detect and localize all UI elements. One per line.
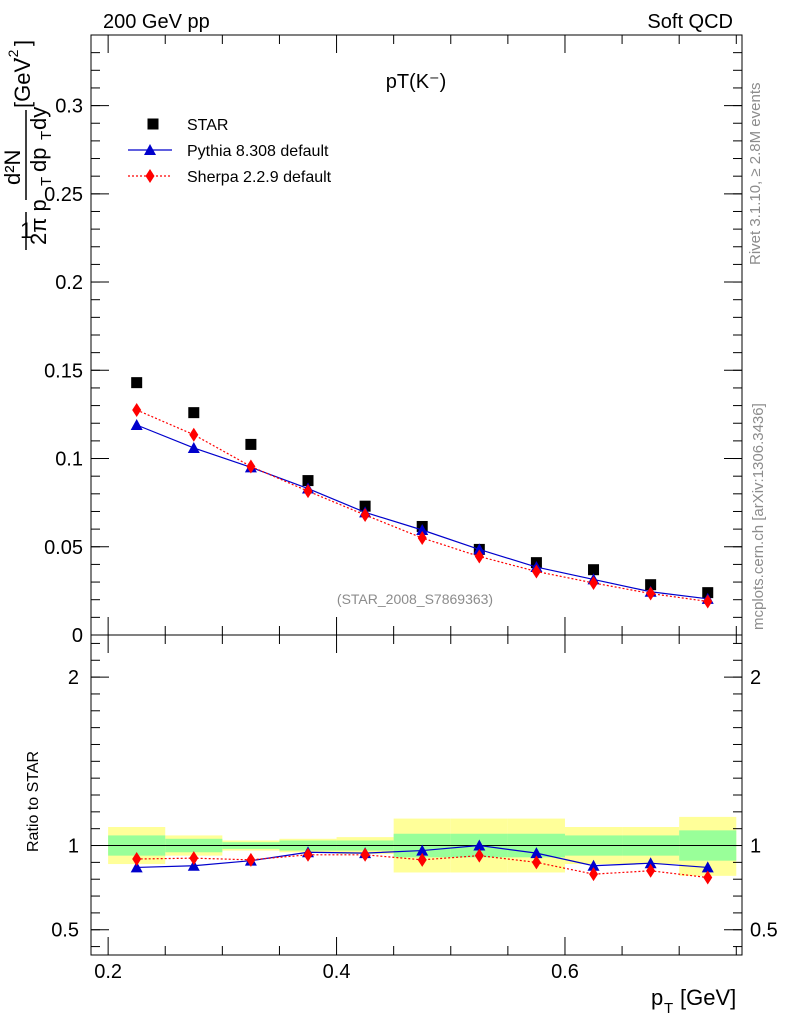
main-data-point — [187, 441, 200, 453]
rivet-side-label: Rivet 3.1.10, ≥ 2.8M events — [747, 83, 764, 266]
ratio-data-point — [587, 859, 600, 871]
ratio-data-point — [416, 844, 429, 856]
ratio-data-point — [530, 847, 543, 859]
main-data-point — [188, 407, 200, 419]
main-data-point — [303, 484, 313, 499]
main-data-point — [130, 419, 143, 430]
ratio-ytick-label: 2 — [68, 667, 79, 689]
main-ytick-label: 0.15 — [44, 360, 83, 382]
legend: STAR Pythia 8.308 default Sherpa 2.2.9 def… — [128, 117, 332, 186]
ratio-data-point — [644, 857, 657, 869]
main-data-point — [302, 475, 314, 487]
main-series-line-2 — [136, 409, 708, 603]
ylabel-denominator-sub: T — [38, 131, 55, 140]
analysis-watermark: (STAR_2008_S7869363) — [337, 591, 493, 607]
main-data-point — [703, 594, 713, 609]
ratio-data-point — [187, 859, 200, 871]
main-data-point — [645, 579, 657, 591]
legend-label-2: Sherpa 2.2.9 default — [187, 169, 332, 186]
ratio-ytick-label-right: 0.5 — [750, 920, 778, 942]
xtick-label: 0.6 — [551, 961, 579, 983]
ratio-ytick-label: 1 — [68, 836, 79, 858]
main-data-point — [360, 508, 370, 522]
legend-marker-1 — [144, 144, 156, 155]
ratio-data-point — [246, 852, 256, 867]
main-data-point — [417, 530, 427, 545]
main-data-point — [359, 500, 371, 512]
ratio-ytick-label: 0.5 — [51, 920, 79, 942]
main-ytick-label: 0.05 — [44, 537, 83, 559]
main-ytick-label: 0.3 — [55, 96, 83, 118]
main-ytick-label: 0.1 — [55, 449, 83, 471]
ratio-data-point — [360, 847, 370, 862]
legend-label-1: Pythia 8.308 default — [187, 143, 329, 160]
ratio-data-point — [473, 839, 486, 851]
main-plot-panel: 0 0.05 0.1 0.15 0.2 0.25 0.3 pT(K⁻) (STAR_2008… — [44, 34, 743, 647]
main-data-point — [245, 438, 257, 450]
ylabel-unit-exp: -2 — [5, 49, 21, 62]
main-data-point — [473, 543, 486, 555]
ylabel-two-pi: 2π p — [26, 199, 51, 245]
main-data-point — [416, 524, 429, 535]
ratio-plot-panel: 0.5 0.5 1 1 2 2 0.2 0.4 0.6 Ratio to STAR p T [G… — [25, 634, 778, 1017]
ratio-data-point — [703, 870, 713, 885]
xlabel-sub: T — [664, 1000, 673, 1017]
ratio-data-point — [130, 861, 143, 873]
ratio-ytick-label-right: 1 — [750, 836, 761, 858]
ylabel-unit: [GeV — [10, 58, 35, 108]
mcplots-side-label: mcplots.cern.ch [arXiv:1306.3436] — [750, 403, 767, 630]
ylabel-numerator: d²N — [0, 150, 25, 185]
main-data-point — [531, 564, 541, 579]
main-title: pT(K⁻) — [386, 71, 447, 93]
ratio-ylabel: Ratio to STAR — [25, 751, 42, 852]
ylabel-two-pi-sub: T — [38, 177, 55, 186]
main-ytick-label: 0.25 — [44, 184, 83, 206]
main-data-point — [589, 575, 599, 590]
ratio-data-point — [701, 861, 714, 873]
header-left-label: 200 GeV pp — [103, 11, 210, 33]
main-data-point — [189, 427, 199, 442]
ylabel-unit-close: ] — [10, 40, 35, 46]
xlabel-unit: [GeV] — [680, 985, 736, 1010]
ratio-data-point — [474, 848, 484, 863]
ratio-data-point — [531, 855, 541, 870]
ylabel-denominator: dp — [26, 148, 51, 172]
xtick-label: 0.2 — [94, 961, 122, 983]
ratio-data-point — [589, 867, 599, 882]
main-data-point — [246, 459, 256, 474]
ratio-data-point — [646, 863, 656, 878]
header-right-label: Soft QCD — [647, 11, 733, 33]
main-series-line-1 — [136, 424, 708, 600]
main-data-point — [588, 564, 600, 576]
ylabel-dy: dy — [26, 107, 51, 130]
ratio-data-point — [132, 852, 142, 866]
ratio-data-point — [303, 847, 313, 862]
main-ylabel: 1 2π p T d²N dp T dy [GeV -2 ] — [0, 40, 55, 250]
ratio-data-point — [189, 851, 199, 866]
xtick-label: 0.4 — [323, 961, 351, 983]
main-data-point — [702, 587, 714, 599]
legend-marker-0 — [147, 118, 159, 130]
main-data-point — [474, 549, 484, 564]
legend-label-0: STAR — [187, 117, 228, 134]
xlabel-p: p — [651, 985, 663, 1010]
main-ytick-label: 0 — [72, 625, 83, 647]
x-axis-label: p T [GeV] — [651, 985, 736, 1017]
main-data-point — [131, 377, 143, 389]
ratio-ytick-label-right: 2 — [750, 667, 761, 689]
main-ytick-label: 0.2 — [55, 272, 83, 294]
main-data-point — [646, 586, 656, 601]
main-data-point — [132, 403, 142, 417]
ratio-data-point — [417, 852, 427, 867]
legend-marker-2 — [145, 169, 155, 183]
ratio-frame — [90, 634, 743, 956]
